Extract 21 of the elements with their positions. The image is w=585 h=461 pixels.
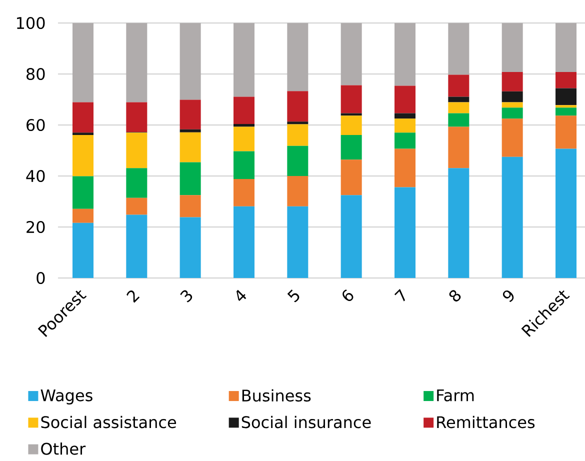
- legend-label: Other: [41, 442, 86, 455]
- y-tick-label: 60: [26, 118, 45, 132]
- y-tick-label: 20: [26, 220, 45, 234]
- legend-label: Wages: [40, 389, 92, 404]
- x-tick-label: 2: [126, 290, 140, 303]
- y-tick-label: 100: [17, 16, 45, 30]
- legend-label: Business: [242, 389, 311, 402]
- y-tick-label: 40: [26, 170, 45, 182]
- x-tick-label: 6: [342, 289, 354, 302]
- legend-label: Farm: [437, 389, 474, 402]
- x-tick-label: 9: [502, 290, 514, 302]
- x-tick-label: 8: [449, 290, 461, 302]
- x-tick-label: 4: [236, 290, 246, 301]
- legend-label: Remittances: [437, 416, 535, 428]
- x-tick-label: 7: [394, 288, 406, 302]
- x-tick-label: 3: [180, 290, 192, 302]
- legend-label: Social insurance: [242, 416, 371, 428]
- legend-label: Social assistance: [41, 416, 176, 428]
- y-tick-label: 80: [26, 68, 45, 80]
- x-tick-label: 5: [287, 290, 300, 302]
- y-tick-label: 0: [36, 272, 45, 284]
